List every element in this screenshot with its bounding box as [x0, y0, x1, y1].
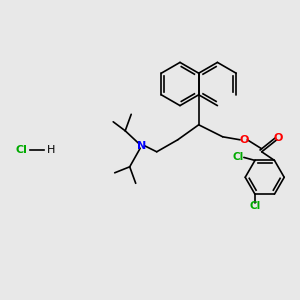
- Text: O: O: [274, 133, 283, 143]
- Text: N: N: [137, 141, 146, 151]
- Text: Cl: Cl: [249, 201, 261, 211]
- Text: Cl: Cl: [15, 145, 27, 155]
- Text: O: O: [239, 135, 248, 145]
- Text: Cl: Cl: [233, 152, 244, 162]
- Text: H: H: [46, 145, 55, 155]
